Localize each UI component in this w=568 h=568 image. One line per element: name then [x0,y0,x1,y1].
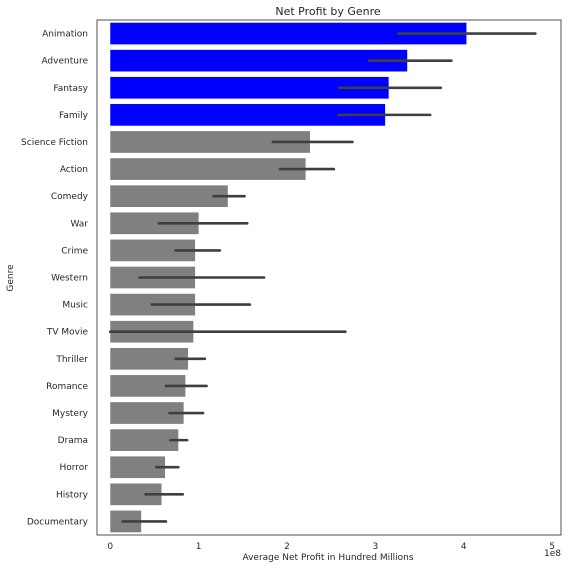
x-tick-labels: 0 1 2 3 4 5 [107,542,555,552]
y-tick-label: History [56,490,89,500]
y-tick-label: Drama [58,436,88,446]
bar-comedy [110,185,228,208]
y-tick-label: Mystery [52,409,89,419]
bars-group [110,22,467,533]
x-axis-label: Average Net Profit in Hundred Millions [242,553,413,563]
y-tick-label: Comedy [51,192,89,202]
y-tick-label: Horror [59,463,88,473]
y-tick-label: Romance [46,382,88,392]
bar-action [110,158,306,180]
y-tick-label: Adventure [41,57,88,67]
y-tick-label: TV Movie [46,328,89,338]
y-tick-label: Science Fiction [21,138,88,148]
x-tick-label: 0 [107,542,113,552]
bar-romance [110,375,186,397]
y-tick-label: Animation [42,30,88,40]
y-tick-label: Documentary [27,517,89,527]
y-tick-labels: Animation Adventure Fantasy Family Science F… [21,30,89,528]
bar-horror [110,456,166,479]
bar-history [110,483,162,506]
y-tick-label: Crime [61,246,88,256]
x-tick-label: 3 [373,542,379,552]
bar-war [110,212,199,235]
bar-thriller [110,347,189,370]
x-tick-label: 4 [461,542,467,552]
bar-mystery [110,402,184,424]
y-tick-label: Music [62,301,88,311]
y-tick-label: War [70,219,88,229]
x-tick-label: 2 [284,542,290,552]
bar-fantasy [110,76,389,99]
y-tick-label: Fantasy [53,84,88,94]
x-offset-label: 1e8 [544,549,561,559]
y-tick-label: Family [59,111,89,121]
x-tick-label: 5 [549,542,555,552]
chart-title: Net Profit by Genre [275,5,381,18]
bar-adventure [110,49,408,72]
y-tick-label: Western [51,274,88,284]
bar-science-fiction [110,131,310,153]
y-tick-label: Thriller [55,355,88,365]
x-tick-label: 1 [196,542,202,552]
bar-family [110,104,386,126]
bar-drama [110,429,179,451]
plot-frame [96,19,562,536]
bar-crime [110,239,196,262]
errorbars-group [108,32,537,523]
y-axis-label: Genre [6,264,16,292]
y-tick-label: Action [60,165,88,175]
bar-animation [110,22,467,45]
